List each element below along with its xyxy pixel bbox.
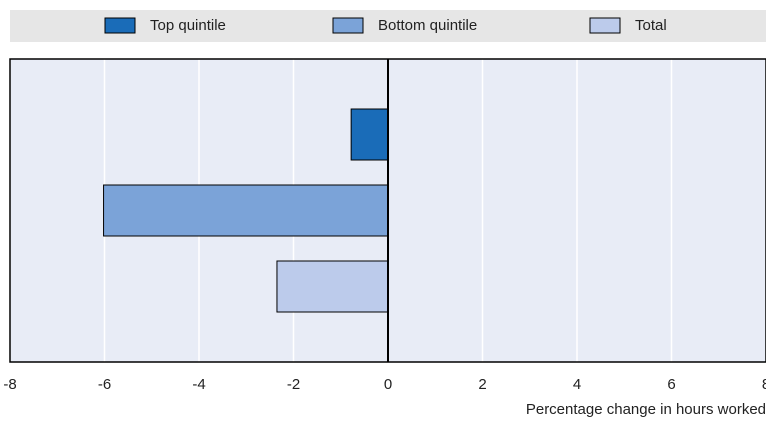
bars: [103, 108, 389, 313]
x-axis-label: Percentage change in hours worked: [526, 401, 766, 418]
bar: [350, 108, 389, 161]
x-tick-label: 2: [478, 376, 486, 393]
x-tick-label: 4: [573, 376, 581, 393]
legend-swatch: [332, 17, 364, 34]
legend-swatch: [589, 17, 621, 34]
bar: [276, 260, 389, 313]
legend-label: Total: [635, 17, 667, 34]
legend-label: Bottom quintile: [378, 17, 477, 34]
x-tick-label: 0: [384, 376, 392, 393]
x-tick-label: 6: [667, 376, 675, 393]
x-tick-label: 8: [762, 376, 766, 393]
x-tick-label: -8: [3, 376, 16, 393]
legend-swatch: [104, 17, 136, 34]
x-tick-label: -6: [98, 376, 111, 393]
bar: [103, 184, 389, 237]
legend-background: [10, 10, 766, 42]
x-tick-label: -4: [192, 376, 205, 393]
legend: Top quintile Bottom quintile Total: [104, 17, 667, 34]
legend-label: Top quintile: [150, 17, 226, 34]
x-tick-label: -2: [287, 376, 300, 393]
